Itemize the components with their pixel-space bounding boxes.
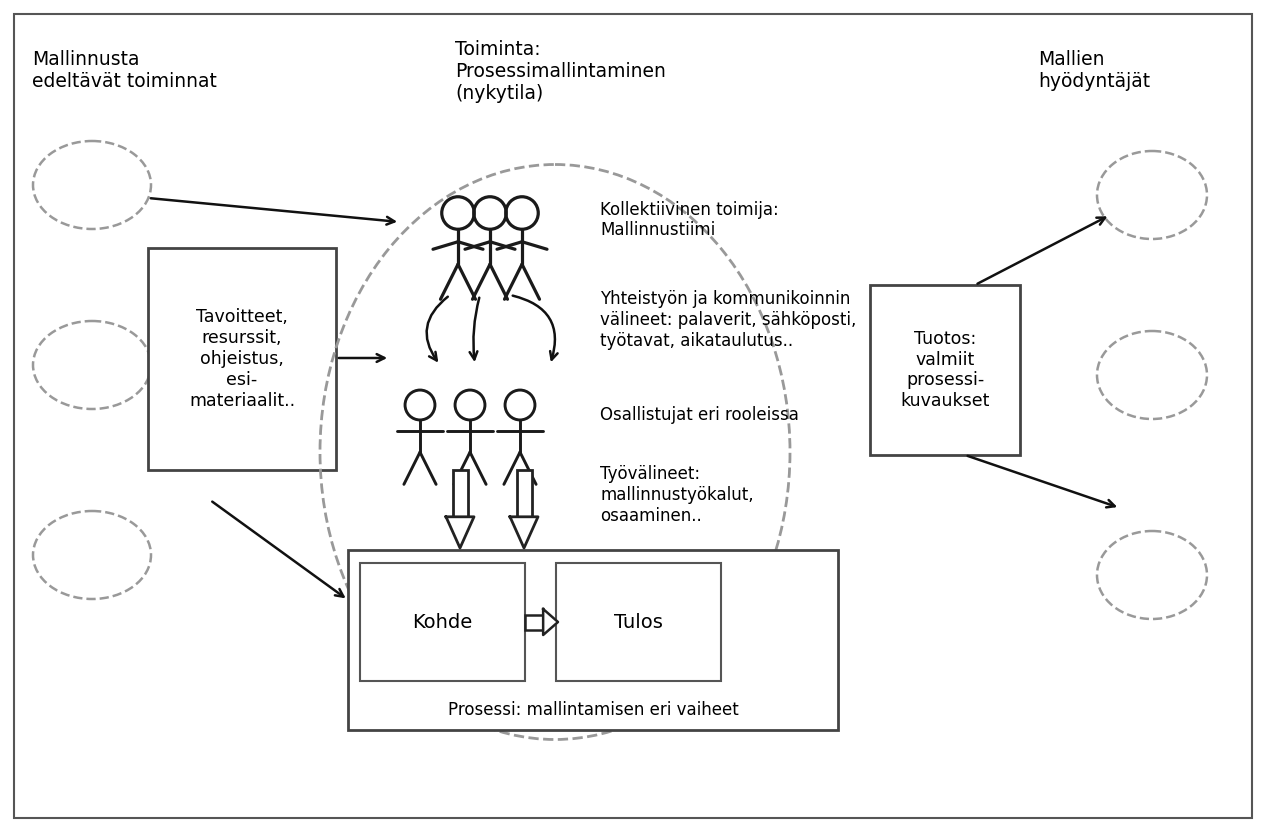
Ellipse shape	[33, 321, 151, 409]
Text: Mallinnusta
edeltävät toiminnat: Mallinnusta edeltävät toiminnat	[32, 50, 216, 91]
FancyArrowPatch shape	[427, 297, 448, 360]
Text: Kollektiivinen toimija:
Mallinnustiimi: Kollektiivinen toimija: Mallinnustiimi	[600, 201, 779, 240]
Ellipse shape	[33, 511, 151, 599]
Polygon shape	[510, 517, 538, 548]
Bar	[348, 550, 838, 730]
Bar	[556, 563, 722, 681]
Text: Tulos: Tulos	[614, 612, 663, 631]
Ellipse shape	[1098, 531, 1206, 619]
Ellipse shape	[1098, 151, 1206, 239]
Bar	[525, 615, 543, 630]
Ellipse shape	[1098, 331, 1206, 419]
Text: Yhteistyön ja kommunikoinnin
välineet: palaverit, sähköposti,
työtavat, aikataul: Yhteistyön ja kommunikoinnin välineet: p…	[600, 290, 856, 349]
Text: Työvälineet:
mallinnustyökalut,
osaaminen..: Työvälineet: mallinnustyökalut, osaamine…	[600, 465, 753, 525]
Bar	[870, 285, 1020, 455]
Text: Prosessi: mallintamisen eri vaiheet: Prosessi: mallintamisen eri vaiheet	[448, 701, 738, 719]
Text: Osallistujat eri rooleissa: Osallistujat eri rooleissa	[600, 406, 799, 424]
Bar	[452, 470, 467, 517]
Text: Tuotos:
valmiit
prosessi-
kuvaukset: Tuotos: valmiit prosessi- kuvaukset	[900, 329, 990, 410]
Bar	[148, 248, 335, 470]
Ellipse shape	[33, 141, 151, 229]
Bar	[360, 563, 525, 681]
Bar	[517, 470, 532, 517]
FancyArrowPatch shape	[513, 295, 557, 359]
Text: Toiminta:
Prosessimallintaminen
(nykytila): Toiminta: Prosessimallintaminen (nykytil…	[454, 40, 666, 103]
Polygon shape	[543, 609, 558, 635]
Polygon shape	[446, 517, 473, 548]
Text: Mallien
hyödyntäjät: Mallien hyödyntäjät	[1038, 50, 1150, 91]
Text: Tavoitteet,
resurssit,
ohjeistus,
esi-
materiaalit..: Tavoitteet, resurssit, ohjeistus, esi- m…	[189, 309, 295, 409]
Text: Kohde: Kohde	[413, 612, 472, 631]
FancyArrowPatch shape	[470, 298, 480, 359]
